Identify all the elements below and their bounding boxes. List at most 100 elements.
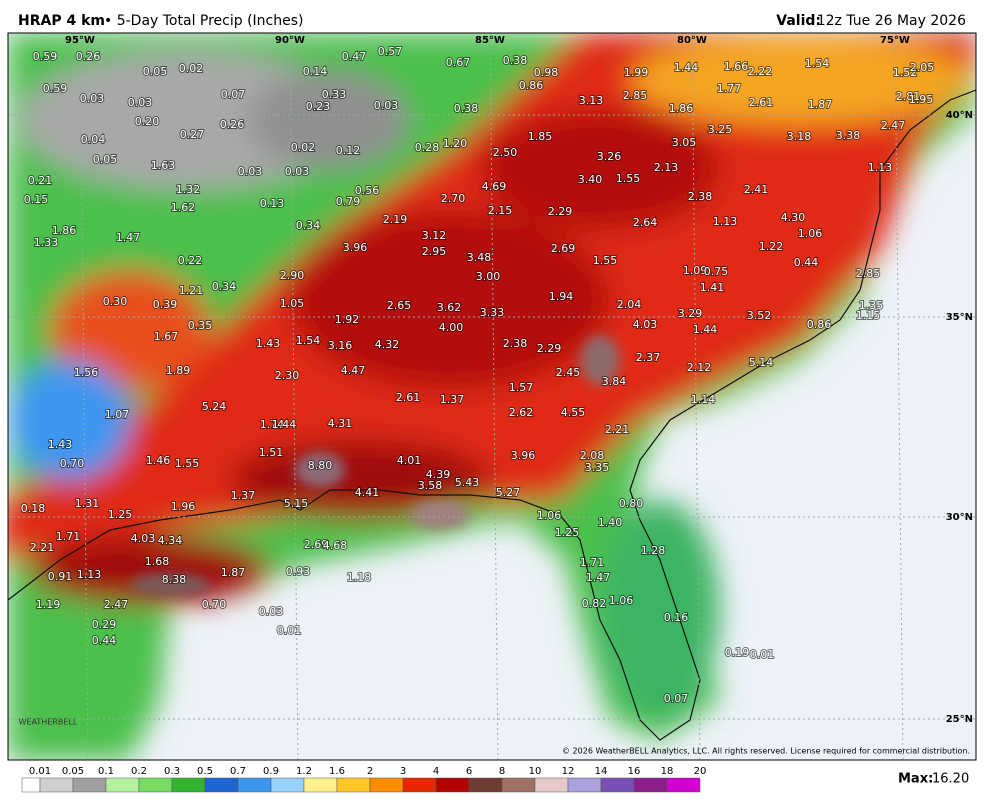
precip-value: 0.12 (336, 144, 361, 157)
precip-value: 3.33 (480, 306, 505, 319)
precip-value: 2.21 (605, 423, 630, 436)
precip-value: 1.99 (624, 66, 649, 79)
precip-value: 0.18 (21, 502, 46, 515)
legend-swatch (270, 777, 305, 793)
legend-tick-label: 4 (433, 766, 439, 777)
precip-value: 1.66 (724, 60, 749, 73)
precip-value: 1.22 (759, 240, 784, 253)
legend-tick-label: 6 (466, 766, 472, 777)
meridian (289, 33, 299, 760)
precip-value: 3.18 (787, 130, 812, 143)
precip-value: 5.24 (202, 400, 227, 413)
legend-tick-label: 3 (400, 766, 406, 777)
legend-swatch (435, 777, 470, 793)
precip-value: 0.04 (81, 133, 106, 146)
precip-value: 1.06 (609, 594, 634, 607)
precip-value: 1.09 (683, 264, 708, 277)
precip-value: 2.61 (396, 391, 421, 404)
precip-value: 0.03 (285, 165, 310, 178)
graticule: 95°W 90°W 85°W 80°W 75°W 40°N 35°N 30°N 25°N (8, 33, 976, 760)
precip-value: 5.43 (455, 476, 480, 489)
precip-value: 0.27 (180, 128, 205, 141)
copyright: © 2026 WeatherBELL Analytics, LLC. All r… (562, 747, 970, 756)
legend-swatch (303, 777, 338, 793)
precip-value: 1.13 (868, 161, 893, 174)
precip-value: 1.52 (893, 66, 918, 79)
precip-value: 3.35 (585, 461, 610, 474)
precip-value: 0.05 (143, 65, 168, 78)
precip-value: 2.19 (383, 213, 408, 226)
precip-value: 2.85 (623, 89, 648, 102)
precip-value: 3.29 (678, 307, 703, 320)
legend-tick-label: 2 (367, 766, 373, 777)
precip-value: 3.26 (597, 150, 622, 163)
precip-value: 3.05 (672, 136, 697, 149)
precip-value: 1.85 (528, 130, 553, 143)
precip-value: 0.01 (277, 624, 302, 637)
precip-value: 2.62 (509, 406, 534, 419)
precip-value: 2.37 (636, 351, 661, 364)
precip-value: 1.18 (347, 571, 372, 584)
lon-label: 80°W (677, 35, 707, 46)
precip-value: 0.98 (534, 66, 559, 79)
precip-value: 1.62 (171, 201, 196, 214)
precip-value: 5.15 (284, 497, 309, 510)
precip-value: 2.04 (617, 298, 642, 311)
precip-value: 2.21 (30, 541, 55, 554)
precip-value: 2.12 (687, 361, 712, 374)
precip-value: 1.43 (256, 337, 281, 350)
lat-label: 35°N (946, 312, 973, 323)
precip-value: 0.34 (296, 219, 321, 232)
precip-value: 1.54 (296, 334, 321, 347)
precip-value: 2.15 (488, 204, 513, 217)
precip-value: 5.14 (749, 356, 774, 369)
precip-value: 0.07 (221, 88, 246, 101)
precip-value: 5.27 (496, 486, 521, 499)
precip-value: 0.39 (153, 298, 178, 311)
precip-value: 1.87 (221, 566, 246, 579)
precip-value: 0.26 (220, 118, 245, 131)
point-values: 0.59 0.26 0.05 0.02 0.59 0.03 0.03 0.20 0.04 0.27… (20, 44, 936, 706)
legend-swatch (567, 777, 602, 793)
meridian (79, 33, 89, 760)
precip-value: 2.45 (556, 366, 581, 379)
legend-tick-label: 0.5 (197, 766, 213, 777)
precip-value: 1.55 (175, 457, 200, 470)
lat-label: 25°N (946, 714, 973, 725)
legend-tick-label: 1.2 (296, 766, 312, 777)
precip-value: 2.85 (856, 267, 881, 280)
max-label: Max: (898, 772, 933, 787)
precip-cores (130, 335, 620, 597)
legend-tick-label: 0.05 (62, 766, 84, 777)
precip-value: 3.38 (836, 129, 861, 142)
legend-swatch (468, 777, 503, 793)
precip-value: 3.13 (579, 94, 604, 107)
precip-value: 3.58 (418, 479, 443, 492)
legend-tick-label: 14 (595, 766, 608, 777)
legend-tick-label: 0.1 (98, 766, 114, 777)
legend-swatch (138, 777, 173, 793)
precip-value: 1.14 (691, 393, 716, 406)
precip-value: 2.95 (422, 245, 447, 258)
map: 95°W 90°W 85°W 80°W 75°W 40°N 35°N 30°N 25°N 0.5… (8, 33, 976, 760)
legend-tick-label: 10 (529, 766, 542, 777)
precip-value: 2.30 (275, 369, 300, 382)
legend-swatch (21, 777, 41, 793)
precip-value: 2.69 (304, 538, 329, 551)
precip-value: 2.29 (548, 205, 573, 218)
precip-value: 1.21 (179, 284, 204, 297)
legend-tick-label: 0.2 (131, 766, 147, 777)
precip-value: 1.47 (586, 571, 611, 584)
precip-value: 0.13 (260, 197, 285, 210)
precip-value: 1.15 (856, 309, 881, 322)
precip-value: 1.68 (145, 555, 170, 568)
precip-value: 0.22 (178, 254, 203, 267)
precip-value: 0.57 (378, 45, 403, 58)
precip-value: 3.48 (467, 251, 492, 264)
precip-field (8, 33, 976, 760)
legend-swatch (600, 777, 635, 793)
precip-value: 3.62 (437, 301, 462, 314)
precip-value: 0.01 (750, 648, 775, 661)
legend-tick-label: 0.9 (263, 766, 279, 777)
precip-value: 2.13 (654, 161, 679, 174)
